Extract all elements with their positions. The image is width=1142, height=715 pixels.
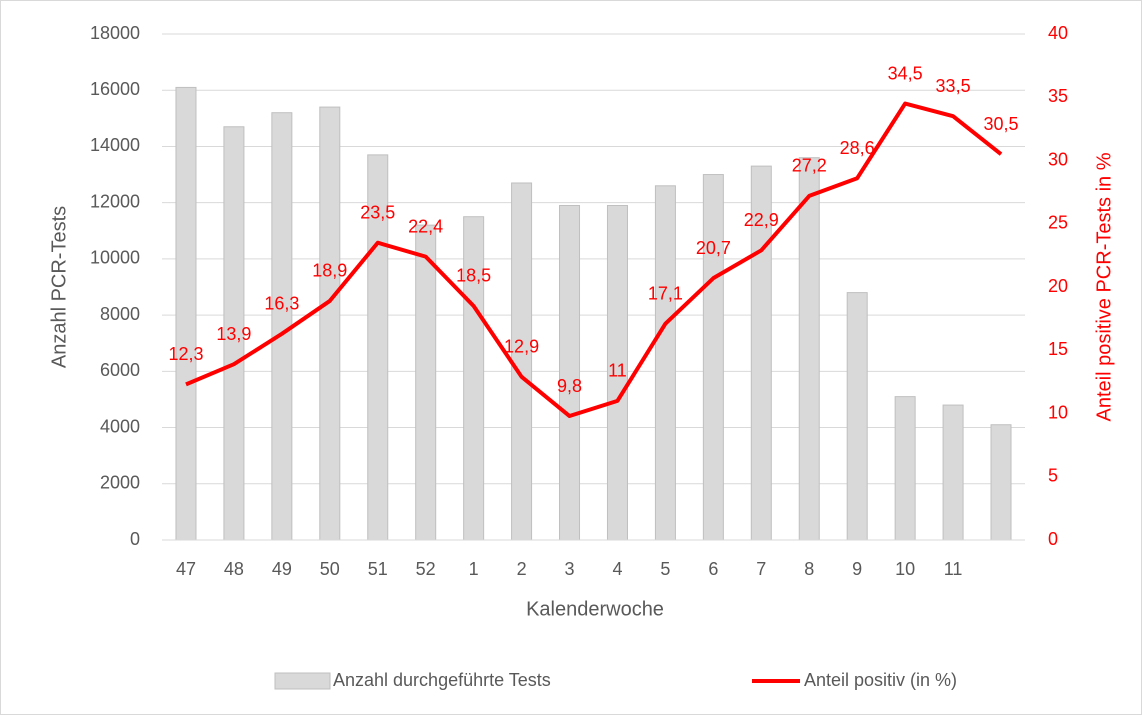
data-label: 23,5	[360, 202, 395, 222]
x-tick-label: 48	[224, 559, 244, 579]
x-tick-label: 51	[368, 559, 388, 579]
bar	[654, 185, 676, 541]
bar	[702, 174, 724, 541]
y-tick-label: 14000	[90, 135, 140, 155]
data-label: 18,9	[312, 261, 347, 281]
legend-label: Anzahl durchgeführte Tests	[333, 670, 551, 690]
y2-tick-label: 5	[1048, 466, 1058, 486]
bar	[319, 106, 341, 541]
y2-tick-label: 10	[1048, 402, 1068, 422]
y2-tick-label: 25	[1048, 213, 1068, 233]
y-axis-title: Anzahl PCR-Tests	[48, 206, 70, 368]
x-tick-label: 6	[708, 559, 718, 579]
data-label: 27,2	[792, 156, 827, 176]
data-label: 20,7	[696, 238, 731, 258]
data-label: 11	[608, 361, 627, 381]
bar	[559, 204, 581, 541]
y-tick-label: 18000	[90, 23, 140, 43]
x-tick-label: 47	[176, 559, 196, 579]
y2-tick-label: 40	[1048, 23, 1068, 43]
data-label: 12,9	[504, 337, 539, 357]
bar	[846, 292, 868, 541]
x-axis-title: Kalenderwoche	[526, 598, 664, 620]
y-tick-label: 0	[130, 529, 140, 549]
x-tick-label: 2	[517, 559, 527, 579]
data-label: 34,5	[888, 63, 923, 83]
x-tick-label: 49	[272, 559, 292, 579]
y2-axis-title: Anteil positive PCR-Tests in %	[1093, 152, 1115, 421]
x-tick-label: 10	[895, 559, 915, 579]
x-tick-label: 11	[944, 559, 963, 579]
y-tick-label: 6000	[100, 360, 140, 380]
line	[185, 101, 1003, 419]
bar	[511, 182, 533, 541]
legend-label: Anteil positiv (in %)	[804, 670, 957, 690]
bar	[175, 86, 197, 541]
y-tick-label: 8000	[100, 304, 140, 324]
y-tick-label: 16000	[90, 79, 140, 99]
data-label: 22,4	[408, 216, 443, 236]
data-label: 28,6	[840, 138, 875, 158]
legend-swatch	[274, 672, 331, 690]
data-label: 13,9	[216, 324, 251, 344]
bar	[990, 424, 1012, 541]
x-tick-label: 52	[416, 559, 436, 579]
data-label: 30,5	[984, 114, 1019, 134]
x-tick-label: 9	[852, 559, 862, 579]
x-tick-label: 50	[320, 559, 340, 579]
data-label: 18,5	[456, 266, 491, 286]
data-label: 33,5	[936, 76, 971, 96]
bar	[271, 112, 293, 541]
y-tick-label: 4000	[100, 416, 140, 436]
x-tick-label: 4	[612, 559, 622, 579]
y2-tick-label: 0	[1048, 529, 1058, 549]
data-label: 16,3	[264, 294, 299, 314]
x-tick-label: 1	[469, 559, 479, 579]
y2-tick-label: 35	[1048, 86, 1068, 106]
x-tick-label: 7	[756, 559, 766, 579]
x-tick-label: 3	[565, 559, 575, 579]
data-label: 9,8	[557, 376, 582, 396]
x-tick-label: 5	[660, 559, 670, 579]
bar	[894, 396, 916, 541]
y2-tick-label: 20	[1048, 276, 1068, 296]
y-tick-label: 12000	[90, 191, 140, 211]
y-tick-label: 10000	[90, 248, 140, 268]
data-label: 17,1	[648, 283, 683, 303]
y-tick-label: 2000	[100, 473, 140, 493]
data-label: 22,9	[744, 210, 779, 230]
y2-tick-label: 30	[1048, 149, 1068, 169]
bar	[798, 157, 820, 541]
y2-tick-label: 15	[1048, 339, 1068, 359]
bar	[942, 404, 964, 541]
x-tick-label: 8	[804, 559, 814, 579]
data-label: 12,3	[168, 344, 203, 364]
bar	[415, 224, 437, 541]
